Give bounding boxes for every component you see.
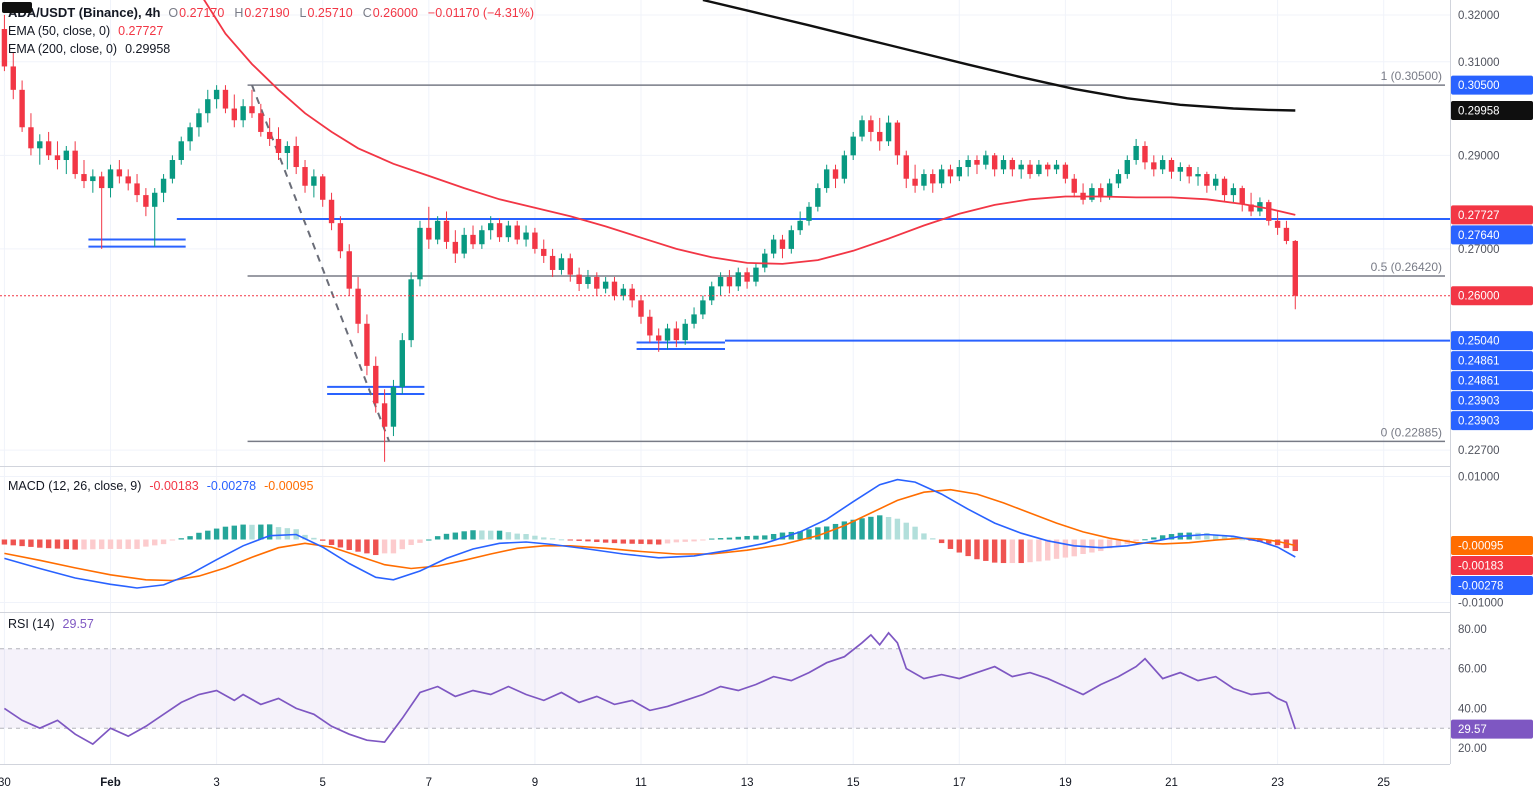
pane-separators[interactable] [0,466,1536,765]
time-axis-label: 11 [635,777,647,789]
macd-line [4,478,1296,589]
svg-text:0.27727: 0.27727 [1458,210,1500,222]
price-badge [1451,371,1533,391]
price-badge [1451,225,1533,245]
time-axis-label: Feb [100,777,120,789]
fib-retracement[interactable]: 1 (0.30500) 0.5 (0.26420) 0 (0.22885) [247,69,1445,443]
price-badge [1451,719,1533,739]
time-axis-label: 13 [741,777,754,789]
svg-text:-0.00278: -0.00278 [1458,580,1503,592]
macd-line-value: -0.00278 [206,479,257,493]
symbol-title[interactable]: ADA/USDT (Binance), 4h [8,5,161,20]
axis-label: 0.27000 [1458,244,1500,256]
svg-text:0.24861: 0.24861 [1458,376,1500,388]
ema50-legend[interactable]: EMA (50, close, 0) 0.27727 [8,24,163,38]
price-axis[interactable]: 0.32000 0.31000 0.29000 0.27000 0.22700 0.010… [1450,0,1536,799]
svg-text:0.25040: 0.25040 [1458,336,1500,348]
rsi-value: 29.57 [62,617,94,631]
collapsed-toolbar[interactable] [2,2,32,13]
svg-text:0.23903: 0.23903 [1458,396,1500,408]
time-axis-label: 7 [426,777,432,789]
ema200-legend[interactable]: EMA (200, close, 0) 0.29958 [8,42,170,56]
fib-level-label: 0.5 (0.26420) [1371,260,1442,274]
svg-text:0.26000: 0.26000 [1458,291,1500,303]
svg-text:0.27640: 0.27640 [1458,230,1500,242]
price-badge [1451,555,1533,575]
time-axis-label: 21 [1165,777,1178,789]
support-resistance-lines[interactable] [88,217,1450,395]
svg-text:-0.00095: -0.00095 [1458,540,1503,552]
macd-legend[interactable]: MACD (12, 26, close, 9) -0.00183 -0.0027… [8,479,313,493]
time-axis-label: 15 [847,777,860,789]
price-badge [1451,205,1533,225]
ema200-line [702,0,1296,112]
change-value: −0.01170 (−4.31%) [427,6,535,20]
ema200-label: EMA (200, close, 0) [8,42,118,56]
axis-label: 0.01000 [1458,471,1500,483]
rsi-label: RSI (14) [8,617,55,631]
time-axis-label: 23 [1271,777,1284,789]
svg-text:0.24861: 0.24861 [1458,356,1500,368]
trendline[interactable] [251,84,390,442]
rsi-band [0,648,1450,729]
fib-level-label: 1 (0.30500) [1381,69,1442,83]
svg-text:29.57: 29.57 [1458,724,1487,736]
ohlc-high: H0.27190 [234,6,290,20]
axis-label: 0.31000 [1458,57,1500,69]
axis-label: 40.00 [1458,703,1487,715]
ema50-line [203,0,1296,265]
ohlc-close: C0.26000 [362,6,418,20]
macd-signal-line [4,488,1296,582]
axis-label: 0.32000 [1458,10,1500,22]
candles [1,14,1298,462]
time-axis-label: 9 [532,777,538,789]
svg-text:0.29958: 0.29958 [1458,106,1500,118]
axis-label: 80.00 [1458,624,1487,636]
fib-level-label: 0 (0.22885) [1381,425,1442,439]
axis-label: 0.29000 [1458,150,1500,162]
price-badge [1451,535,1533,555]
time-axis-label: 19 [1059,777,1072,789]
ema50-label: EMA (50, close, 0) [8,24,111,38]
macd-hist-value: -0.00183 [149,479,199,493]
price-badge [1451,351,1533,371]
axis-label: 20.00 [1458,743,1487,755]
price-badge [1451,575,1533,595]
axis-label: 60.00 [1458,664,1487,676]
macd-label: MACD (12, 26, close, 9) [8,479,142,493]
svg-text:0.30500: 0.30500 [1458,80,1500,92]
ohlc-open: O0.27170 [168,6,225,20]
price-badge [1451,411,1533,431]
macd-histogram [1,515,1298,564]
time-axis-label: 3 [213,777,219,789]
svg-text:-0.00183: -0.00183 [1458,560,1503,572]
time-axis-label: 25 [1377,777,1390,789]
ema50-value: 0.27727 [118,24,164,38]
rsi-legend[interactable]: RSI (14) 29.57 [8,617,94,631]
svg-text:0.23903: 0.23903 [1458,416,1500,428]
time-axis[interactable]: 30 Feb 3 5 7 9 11 13 15 17 19 21 23 25 [0,777,1390,789]
price-badge [1451,101,1533,121]
time-axis-label: 30 [0,777,11,789]
ohlc-low: L0.25710 [299,6,353,20]
price-badge [1451,75,1533,95]
axis-label: 0.22700 [1458,445,1500,457]
symbol-legend[interactable]: ADA/USDT (Binance), 4h O0.27170 H0.27190… [8,5,534,20]
rsi-line [3,631,1297,746]
time-axis-label: 5 [320,777,326,789]
macd-signal-value: -0.00095 [264,479,314,493]
price-badge [1451,286,1533,306]
price-badge [1451,331,1533,351]
time-axis-label: 17 [953,777,966,789]
price-badge [1451,391,1533,411]
grid-lines [0,0,1450,764]
axis-label: -0.01000 [1458,598,1503,610]
ema200-value: 0.29958 [125,42,171,56]
